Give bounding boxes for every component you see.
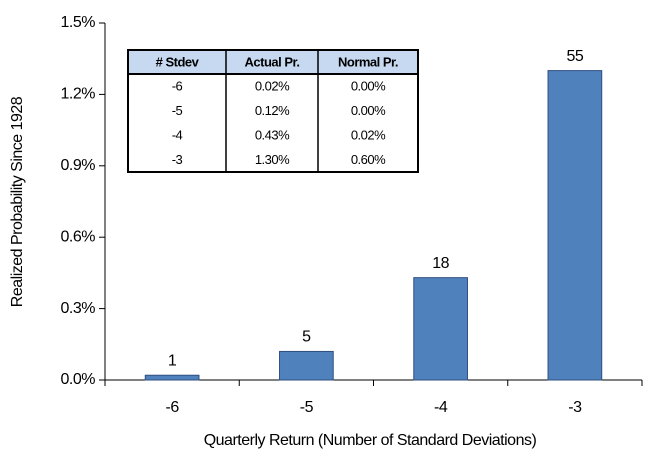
x-tick-label: -4 [434,399,448,416]
table-cell: 0.02% [351,128,386,143]
table-cell: 0.60% [351,152,386,167]
y-tick-label: 1.2% [61,86,96,103]
x-tick-label: -5 [300,399,314,416]
table-header: Normal Pr. [338,54,398,69]
table-cell: 0.12% [255,103,290,118]
bar-label: 18 [432,255,449,272]
bar [547,70,603,381]
bar [279,350,334,381]
bar-label: 5 [302,329,311,346]
x-tick-label: -3 [568,399,582,416]
y-tick-label: 0.0% [61,371,96,388]
table-cell: 0.02% [255,79,290,94]
table-header: # Stdev [156,54,200,69]
table-cell: -6 [172,79,183,94]
table-cell: -5 [172,103,183,118]
table-cell: 0.43% [255,128,290,143]
table-cell: 1.30% [255,152,290,167]
table-cell: 0.00% [351,79,386,94]
table-border [127,49,419,173]
bar-label: 1 [168,352,177,369]
table-cell: 0.00% [351,103,386,118]
table-cell: -4 [172,128,183,143]
table-header: Actual Pr. [245,54,300,69]
x-axis-title: Quarterly Return (Number of Standard Dev… [204,432,537,449]
bar-label: 55 [566,48,583,65]
y-tick-label: 0.3% [61,300,96,317]
table-header-bg [128,50,418,74]
y-axis-title: Realized Probability Since 1928 [9,96,26,307]
y-tick-label: 0.6% [61,228,96,245]
x-tick-label: -6 [166,399,180,416]
bar [413,277,468,381]
table-cell: -3 [172,152,183,167]
y-tick-label: 0.9% [61,157,96,174]
y-tick-label: 1.5% [61,14,96,31]
bar [144,374,200,381]
data-table: # Stdev Actual Pr. Normal Pr. -6 0.02% 0.00% -… [127,49,419,173]
